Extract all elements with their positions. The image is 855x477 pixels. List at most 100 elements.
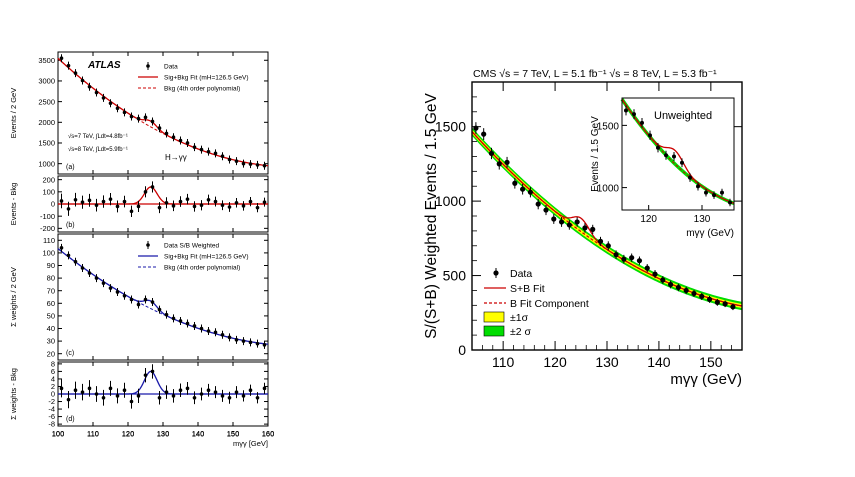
data-point [644,265,650,271]
cms-figure: 0 500 1000 1500 110 120 130 140 150 CMS √s = 7 Te… [423,68,743,388]
y-axis-label: S/(S+B) Weighted Events / 1.5 GeV [423,92,440,338]
lumi-text-8tev: √s=8 TeV, ∫Ldt=5.9fb⁻¹ [68,146,128,153]
data-point [185,141,190,145]
data-point [80,78,85,83]
x-tick-label: 100 [52,430,65,439]
x-tick-label: 160 [262,430,275,439]
data-point [115,290,120,294]
data-point [652,271,658,277]
data-point [255,341,260,346]
y-tick-label: 1000 [38,159,55,168]
legend-bkg-label: Bkg (4th order polynomial) [164,265,240,272]
atlas-panel-a: 1000 1500 2000 2500 3000 3500 (a) Events / 2 Ge… [9,51,269,175]
data-point [227,205,232,209]
y-axis-label: Σ weights / 2 GeV [9,267,18,327]
y-tick-label: -2 [48,397,55,406]
panel-label: (c) [66,350,74,357]
data-point [73,71,78,75]
legend-1sigma-swatch [483,311,505,323]
data-point [730,304,736,310]
data-point [527,189,534,195]
y-axis-label: Events - Bkg [9,183,18,226]
data-point [129,297,134,302]
data-point [535,201,541,207]
y-tick-label: 3000 [38,77,55,86]
legend-1sigma-label: ±1σ [510,312,529,324]
y-tick-label: 100 [42,249,55,258]
signal-fit-line [58,370,268,395]
data-point [248,388,253,393]
data-point [66,207,71,211]
data-point [597,238,604,244]
x-axis-label: mγγ (GeV) [670,371,742,388]
y-tick-label: 0 [51,200,55,209]
data-point [87,386,92,391]
y-tick-label: -4 [48,405,55,414]
data-point [192,145,197,149]
data-point [206,149,211,154]
x-tick-label: 130 [157,429,170,438]
data-point [164,131,169,136]
data-point [66,397,71,402]
x-tick-label: 130 [595,354,619,370]
inset-x-axis-label: mγγ (GeV) [686,228,734,239]
data-point [199,203,204,208]
data-point [496,161,502,167]
inset-title: Unweighted [654,110,712,122]
data-point [178,319,183,323]
x-tick-label: 110 [87,429,99,438]
y-tick-label: 4 [51,375,55,384]
sb-fit-line [472,131,742,307]
y-tick-label: 30 [47,337,55,346]
data-point [115,106,120,111]
inset-y-axis-label: Events / 1.5 GeV [590,116,601,192]
data-point [171,204,176,208]
legend-bkg-label: Bkg (4th order polynomial) [164,86,240,93]
data-point [101,281,106,285]
sig-bkg-fit-line [57,248,269,345]
inset-frame [621,97,735,211]
x-tick-label: 120 [122,430,135,439]
atlas-panel-b: -200 -100 0 100 200 (b) Events - Bkg [9,175,269,233]
data-point [178,199,183,204]
data-point [108,197,113,201]
data-point [241,339,246,343]
y-tick-label: 2000 [38,118,55,127]
data-point [704,190,708,195]
y-tick-label: 0 [458,342,466,358]
data-point [248,199,253,204]
channel-label: H→γγ [165,153,187,162]
data-point [59,386,64,391]
cms-main-panel: 0 500 1000 1500 110 120 130 140 150 CMS √s = 7 Te… [423,68,743,388]
data-point [59,246,64,250]
data-point [241,161,246,166]
data-point [164,390,169,394]
data-point [680,160,684,165]
data-point [157,307,162,312]
data-point [192,204,197,209]
data-point [220,203,225,208]
data-point [668,281,674,288]
legend-sb-label: S+B Fit [510,283,545,295]
data-point [150,300,155,304]
y-tick-label: 500 [443,268,467,284]
cms-plot-area [472,122,742,311]
data-point [101,199,106,204]
data-point [206,329,211,333]
data-point [80,266,85,270]
data-point [136,116,141,121]
data-point [558,219,565,225]
data-point [683,287,689,294]
x-tick-label: 110 [492,354,515,370]
data-point [227,335,232,340]
y-tick-label: 60 [47,299,55,308]
data-point [213,390,218,394]
data-point [94,276,99,280]
data-point [234,200,239,205]
data-point [262,386,267,391]
data-point [122,293,127,298]
data-point [624,108,628,113]
data-point [87,84,92,89]
data-point [481,131,487,137]
data-point [199,392,204,396]
